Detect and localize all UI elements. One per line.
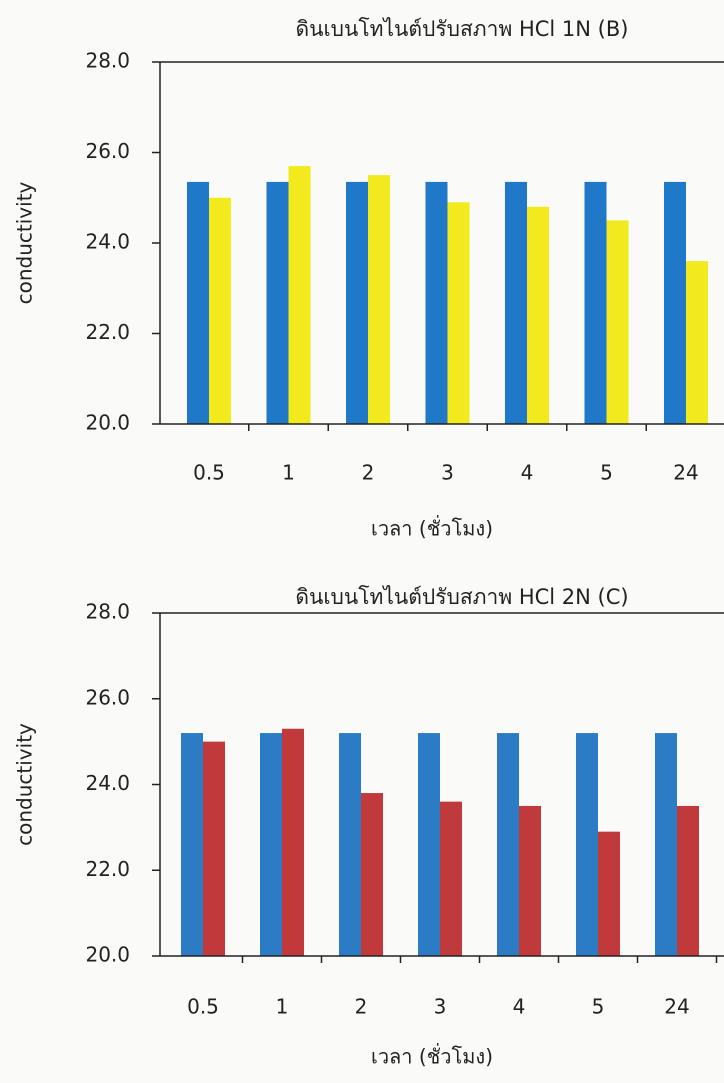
y-axis-label: conductivity [13, 723, 37, 846]
y-tick-label: 28.0 [85, 49, 130, 73]
bar [505, 182, 527, 424]
bar [686, 261, 708, 424]
x-axis-label: เวลา (ชั่วโมง) [371, 515, 493, 541]
page: ดินเบนโทไนต์ปรับสภาพ HCl 1N (B) เวลา (ชั่… [0, 0, 724, 1083]
bar [339, 733, 361, 956]
bar [289, 166, 311, 424]
bar [527, 207, 549, 424]
x-tick-label: 4 [521, 461, 534, 485]
chart-title: ดินเบนโทไนต์ปรับสภาพ HCl 2N (C) [295, 585, 628, 609]
bar [361, 793, 383, 956]
bar [282, 729, 304, 956]
y-tick-label: 24.0 [85, 230, 130, 254]
x-tick-label: 0.5 [187, 995, 219, 1019]
x-tick-label: 3 [441, 461, 454, 485]
bar [607, 220, 629, 424]
y-axis-label: conductivity [13, 181, 37, 304]
bar [181, 733, 203, 956]
bar [598, 832, 620, 956]
x-tick-label: 3 [434, 995, 447, 1019]
bar [576, 733, 598, 956]
y-tick-label: 22.0 [85, 857, 130, 881]
x-tick-label: 5 [592, 995, 605, 1019]
y-tick-label: 24.0 [85, 771, 130, 795]
x-tick-label: 24 [673, 461, 698, 485]
bar [346, 182, 368, 424]
y-tick-label: 26.0 [85, 685, 130, 709]
bar [418, 733, 440, 956]
bar [426, 182, 448, 424]
bar [664, 182, 686, 424]
bar [209, 198, 231, 424]
x-tick-label: 1 [282, 461, 295, 485]
y-tick-label: 26.0 [85, 139, 130, 163]
x-tick-label: 2 [355, 995, 368, 1019]
x-tick-label: 1 [276, 995, 289, 1019]
bar [440, 802, 462, 956]
chart-title: ดินเบนโทไนต์ปรับสภาพ HCl 1N (B) [296, 17, 629, 41]
bar [203, 742, 225, 956]
y-tick-label: 22.0 [85, 320, 130, 344]
x-axis-label: เวลา (ชั่วโมง) [371, 1043, 493, 1069]
x-tick-label: 5 [600, 461, 613, 485]
y-tick-label: 28.0 [85, 600, 130, 624]
x-tick-label: 4 [513, 995, 526, 1019]
x-tick-label: 24 [664, 995, 689, 1019]
bar [267, 182, 289, 424]
y-tick-label: 20.0 [85, 411, 130, 435]
bar [585, 182, 607, 424]
bar [448, 202, 470, 424]
y-tick-label: 20.0 [85, 943, 130, 967]
bar [368, 175, 390, 424]
bar [497, 733, 519, 956]
bar [260, 733, 282, 956]
bar [519, 806, 541, 956]
bar [187, 182, 209, 424]
bar [655, 733, 677, 956]
x-tick-label: 0.5 [193, 461, 225, 485]
x-tick-label: 2 [362, 461, 375, 485]
bar [677, 806, 699, 956]
